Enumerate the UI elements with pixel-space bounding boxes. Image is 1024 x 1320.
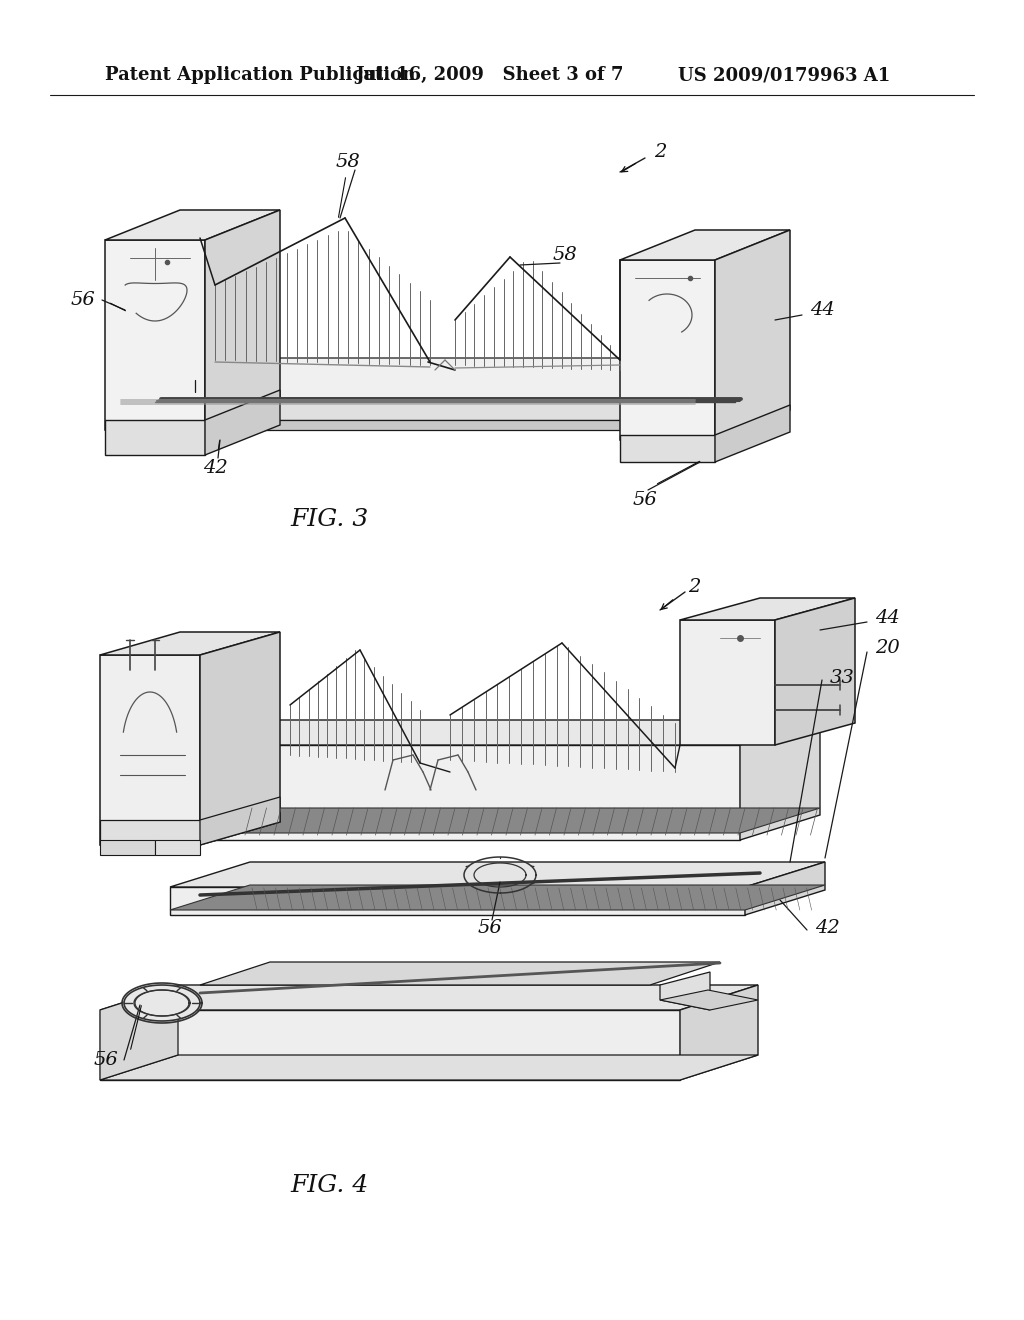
Text: 56: 56 [477, 919, 503, 937]
Polygon shape [100, 840, 155, 855]
Polygon shape [775, 598, 855, 744]
Polygon shape [200, 962, 720, 985]
Polygon shape [695, 380, 770, 430]
Polygon shape [160, 808, 820, 833]
Text: 44: 44 [874, 609, 900, 627]
Polygon shape [100, 632, 280, 655]
Polygon shape [200, 797, 280, 845]
Polygon shape [170, 862, 825, 887]
Polygon shape [660, 972, 710, 1010]
Polygon shape [105, 240, 205, 430]
Polygon shape [105, 420, 205, 455]
Polygon shape [660, 990, 758, 1010]
Polygon shape [155, 840, 200, 855]
Text: 44: 44 [810, 301, 835, 319]
Polygon shape [100, 985, 758, 1010]
Text: 42: 42 [203, 459, 227, 477]
Polygon shape [120, 399, 695, 420]
Polygon shape [160, 744, 740, 840]
Polygon shape [124, 985, 200, 1020]
Text: 58: 58 [336, 153, 360, 172]
Polygon shape [740, 719, 820, 840]
Text: FIG. 4: FIG. 4 [291, 1173, 369, 1196]
Polygon shape [205, 210, 280, 430]
Polygon shape [120, 358, 770, 399]
Polygon shape [170, 887, 745, 915]
Polygon shape [695, 358, 770, 420]
Polygon shape [200, 632, 280, 845]
Text: 20: 20 [874, 639, 900, 657]
Polygon shape [620, 260, 715, 440]
Text: 56: 56 [633, 491, 657, 510]
Polygon shape [680, 598, 855, 620]
Polygon shape [100, 655, 200, 845]
Polygon shape [100, 1055, 758, 1080]
Text: US 2009/0179963 A1: US 2009/0179963 A1 [678, 66, 890, 84]
Polygon shape [160, 719, 820, 744]
Text: 56: 56 [93, 1051, 118, 1069]
Polygon shape [620, 230, 790, 260]
Polygon shape [120, 420, 695, 430]
Polygon shape [100, 985, 178, 1080]
Polygon shape [170, 884, 825, 909]
Text: FIG. 3: FIG. 3 [291, 508, 369, 532]
Text: Jul. 16, 2009   Sheet 3 of 7: Jul. 16, 2009 Sheet 3 of 7 [355, 66, 625, 84]
Polygon shape [620, 436, 715, 462]
Polygon shape [745, 862, 825, 915]
Polygon shape [100, 820, 200, 845]
Polygon shape [105, 210, 280, 240]
Polygon shape [715, 405, 790, 462]
Text: 56: 56 [71, 290, 95, 309]
Polygon shape [100, 1010, 680, 1080]
Text: 2: 2 [653, 143, 667, 161]
Polygon shape [205, 389, 280, 455]
Text: 42: 42 [815, 919, 840, 937]
Text: 33: 33 [830, 669, 855, 686]
Text: Patent Application Publication: Patent Application Publication [105, 66, 416, 84]
Text: 2: 2 [688, 578, 700, 597]
Text: 58: 58 [553, 246, 578, 264]
Polygon shape [680, 620, 775, 744]
Polygon shape [680, 985, 758, 1080]
Polygon shape [715, 230, 790, 440]
